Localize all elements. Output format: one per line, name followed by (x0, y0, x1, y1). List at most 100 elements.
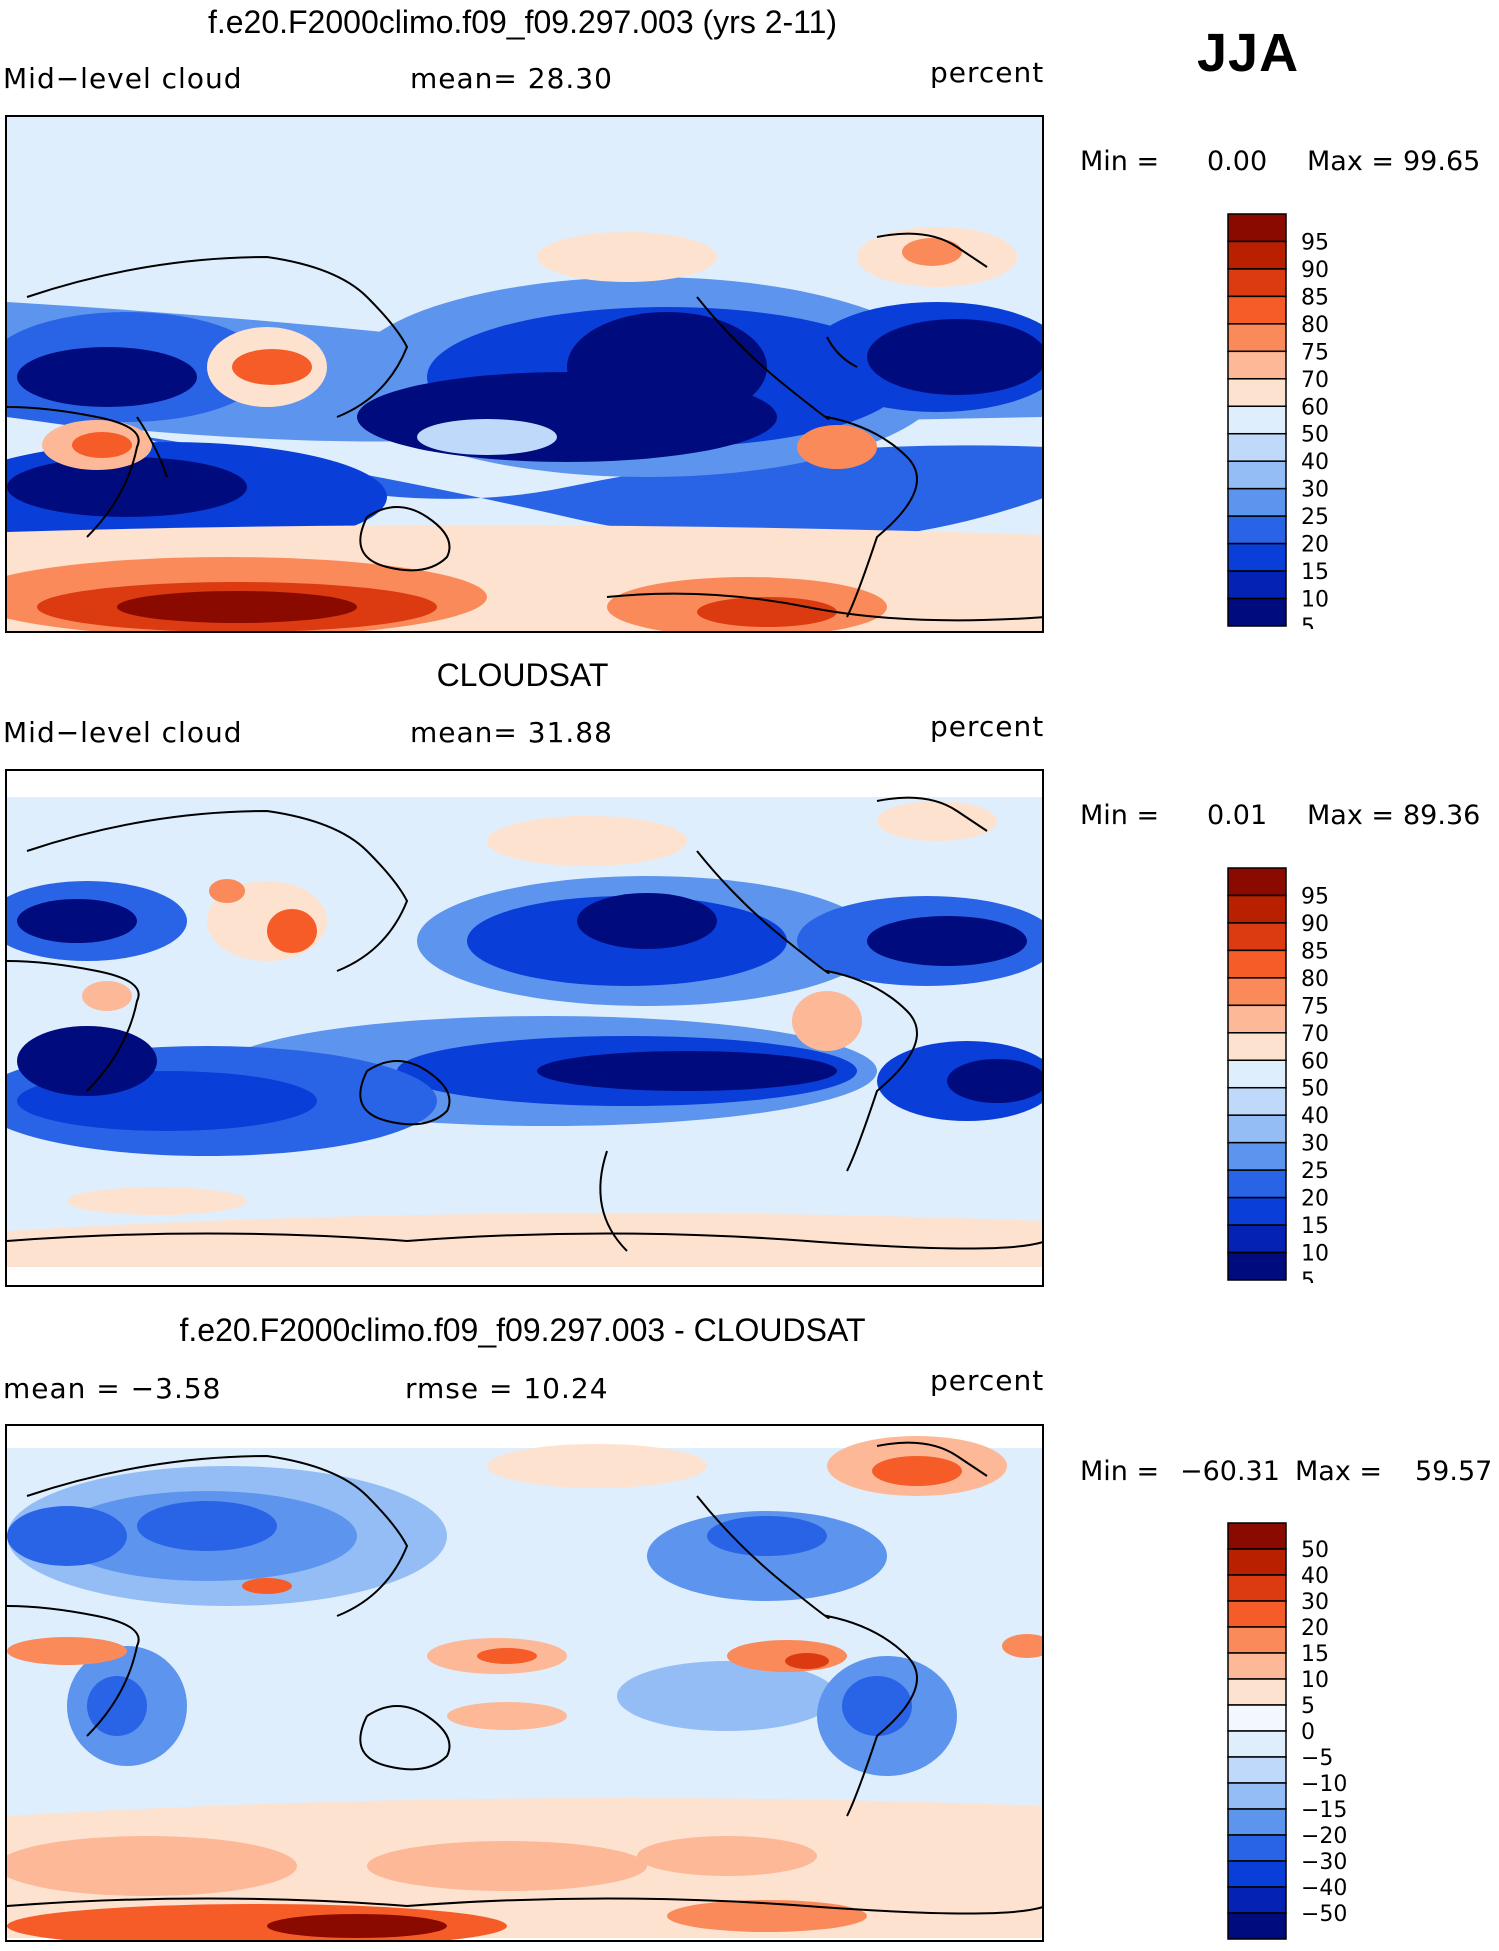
panel3-units-label: percent (930, 1364, 1045, 1397)
colorbar-swatch (1227, 515, 1287, 545)
panel1-variable-label: Mid−level cloud (3, 62, 243, 95)
colorbar-tick-label: −5 (1301, 1746, 1333, 1771)
colorbar-swatch (1227, 1860, 1287, 1888)
colorbar-tick-label: 40 (1301, 1104, 1329, 1129)
colorbar-swatch (1227, 1808, 1287, 1836)
colorbar-tick-label: 30 (1301, 1590, 1329, 1615)
colorbar-tick-label: 85 (1301, 939, 1329, 964)
colorbar-tick-label: 85 (1301, 285, 1329, 310)
colorbar-tick-label: 15 (1301, 560, 1329, 585)
colorbar-swatch (1227, 323, 1287, 353)
colorbar-swatch (1227, 350, 1287, 380)
colorbar-tick-label: 5 (1301, 1694, 1315, 1719)
colorbar-swatch (1227, 1114, 1287, 1144)
colorbar-swatch (1227, 1834, 1287, 1862)
colorbar-tick-label: 25 (1301, 505, 1329, 530)
colorbar-swatch (1227, 1522, 1287, 1550)
colorbar-tick-label: 75 (1301, 340, 1329, 365)
panel1-map (5, 115, 1044, 633)
colorbar-swatch (1227, 1196, 1287, 1226)
colorbar-tick-label: 20 (1301, 533, 1329, 558)
panel1-min-label: Min = (1080, 146, 1160, 177)
panel1-max-value: 99.65 (1403, 146, 1481, 177)
colorbar-tick-label: 90 (1301, 912, 1329, 937)
colorbar-swatch (1227, 240, 1287, 270)
colorbar-swatch (1227, 460, 1287, 490)
panel1-max-label: Max = (1307, 146, 1395, 177)
colorbar-swatch (1227, 268, 1287, 298)
colorbar-swatch (1227, 1678, 1287, 1706)
colorbar-swatch (1227, 295, 1287, 325)
colorbar-swatch (1227, 432, 1287, 462)
colorbar-swatch (1227, 977, 1287, 1007)
colorbar-swatch (1227, 1086, 1287, 1116)
colorbar-tick-label: 30 (1301, 478, 1329, 503)
colorbar-swatch (1227, 1548, 1287, 1576)
panel1-min-value: 0.00 (1207, 146, 1268, 177)
panel1-minmax: Min = 0.00 Max = 99.65 (1080, 146, 1499, 180)
colorbar-tick-label: 10 (1301, 588, 1329, 613)
colorbar-swatch (1227, 405, 1287, 435)
panel3-mean-label: mean = −3.58 (3, 1372, 222, 1405)
colorbar-swatch (1227, 1652, 1287, 1680)
colorbar-swatch (1227, 570, 1287, 600)
season-label: JJA (1197, 23, 1300, 83)
panel3-rmse-label: rmse = 10.24 (405, 1372, 609, 1405)
colorbar-tick-label: 80 (1301, 313, 1329, 338)
panel3-max-label: Max = (1295, 1456, 1383, 1487)
colorbar-tick-label: 5 (1301, 615, 1315, 629)
panel1-units-label: percent (930, 56, 1045, 89)
panel2-max-label: Max = (1307, 800, 1395, 831)
colorbar-tick-label: 95 (1301, 230, 1329, 255)
panel1-mean-label: mean= 28.30 (410, 62, 613, 95)
panel2-map (5, 769, 1044, 1287)
colorbar-swatch (1227, 867, 1287, 897)
colorbar-tick-label: 90 (1301, 258, 1329, 283)
panel2-units-label: percent (930, 710, 1045, 743)
panel2-mean-label: mean= 31.88 (410, 716, 613, 749)
colorbar-tick-label: 50 (1301, 1077, 1329, 1102)
colorbar-tick-label: −20 (1301, 1824, 1347, 1849)
panel3-min-value: −60.31 (1180, 1456, 1280, 1487)
colorbar-swatch (1227, 1059, 1287, 1089)
colorbar-swatch (1227, 922, 1287, 952)
panel3-map (5, 1424, 1044, 1942)
colorbar-tick-label: 95 (1301, 884, 1329, 909)
panel2-min-label: Min = (1080, 800, 1160, 831)
colorbar-swatch (1227, 1574, 1287, 1602)
colorbar-swatch (1227, 1782, 1287, 1810)
colorbar-tick-label: 70 (1301, 1022, 1329, 1047)
colorbar-swatch (1227, 487, 1287, 517)
colorbar-swatch (1227, 1251, 1287, 1281)
colorbar-tick-label: −30 (1301, 1850, 1347, 1875)
colorbar-tick-label: 50 (1301, 1538, 1329, 1563)
colorbar-tick-label: 15 (1301, 1214, 1329, 1239)
panel2-variable-label: Mid−level cloud (3, 716, 243, 749)
colorbar-swatch (1227, 1730, 1287, 1758)
colorbar-tick-label: 60 (1301, 1049, 1329, 1074)
colorbar-tick-label: 40 (1301, 1564, 1329, 1589)
colorbar-swatch (1227, 1704, 1287, 1732)
colorbar-tick-label: 75 (1301, 994, 1329, 1019)
colorbar-tick-label: 30 (1301, 1132, 1329, 1157)
colorbar-swatch (1227, 1032, 1287, 1062)
colorbar-tick-label: 20 (1301, 1187, 1329, 1212)
colorbar-swatch (1227, 1600, 1287, 1628)
colorbar-swatch (1227, 1912, 1287, 1940)
colorbar-swatch (1227, 542, 1287, 572)
colorbar-swatch (1227, 949, 1287, 979)
colorbar-tick-label: 40 (1301, 450, 1329, 475)
colorbar-swatch (1227, 1141, 1287, 1171)
colorbar-tick-label: 10 (1301, 1242, 1329, 1267)
panel2-title: CLOUDSAT (436, 657, 609, 693)
panel3-min-label: Min = (1080, 1456, 1160, 1487)
colorbar-tick-label: 5 (1301, 1269, 1315, 1283)
colorbar-tick-label: −10 (1301, 1772, 1347, 1797)
colorbar-tick-label: −15 (1301, 1798, 1347, 1823)
colorbar-swatch (1227, 213, 1287, 243)
colorbar-swatch (1227, 1169, 1287, 1199)
colorbar-tick-label: 0 (1301, 1720, 1315, 1745)
